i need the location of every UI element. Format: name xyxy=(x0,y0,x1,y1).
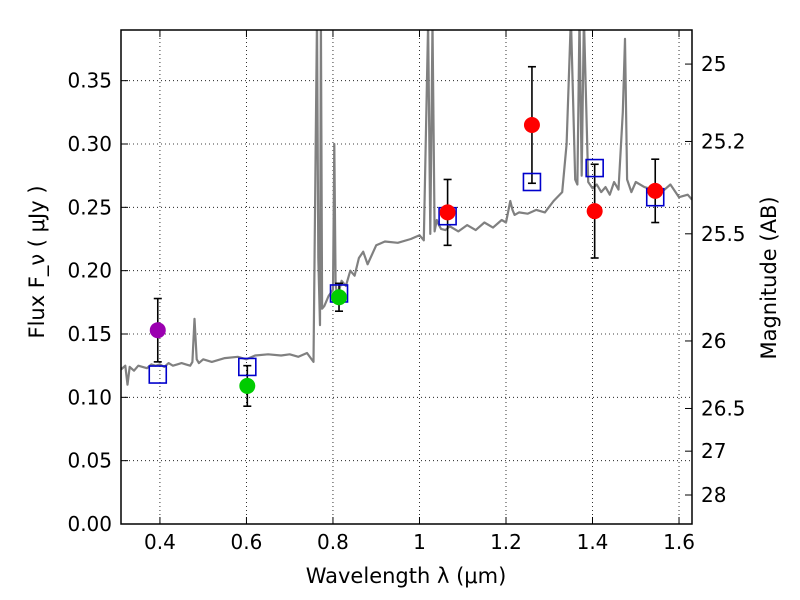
x-tick-label: 1.2 xyxy=(490,530,522,554)
tick-labels: 0.4 0.6 0.8 1 1.2 1.4 1.6 0.00 0.05 0.10 0.15 0.20 0… xyxy=(67,52,745,554)
model-photometry-points xyxy=(148,158,665,384)
right-tick-label: 28 xyxy=(701,483,726,507)
y-tick-label: 0.20 xyxy=(67,259,112,283)
right-tick-label: 25 xyxy=(701,52,726,76)
x-tick-label: 1.6 xyxy=(663,530,695,554)
plot-frame xyxy=(120,29,693,525)
y-tick-label: 0.25 xyxy=(67,195,112,219)
observed-point xyxy=(586,203,603,220)
observed-point xyxy=(439,204,456,221)
right-tick-label: 25.2 xyxy=(701,129,746,153)
observed-points xyxy=(149,117,664,394)
y-tick-label: 0.10 xyxy=(67,385,112,409)
y-axis-right-label: Magnitude (AB) xyxy=(757,196,781,359)
axis-ticks xyxy=(121,30,692,525)
x-tick-label: 1 xyxy=(413,530,426,554)
right-tick-label: 25.5 xyxy=(701,222,746,246)
observed-point xyxy=(523,117,540,133)
x-tick-label: 0.8 xyxy=(317,530,349,554)
model-point xyxy=(585,158,604,178)
y-axis-left-label-text: Flux F_ν ( μJy ) xyxy=(25,185,50,338)
grid-lines xyxy=(121,30,692,525)
model-point xyxy=(238,357,257,377)
x-tick-label: 0.6 xyxy=(231,530,263,554)
y-tick-label: 0.05 xyxy=(67,449,112,473)
model-point xyxy=(148,365,168,384)
observed-point xyxy=(239,377,256,394)
right-tick-label: 27 xyxy=(701,439,726,463)
right-tick-label: 26 xyxy=(701,329,726,353)
observed-point xyxy=(647,182,664,199)
x-tick-label: 0.4 xyxy=(144,530,176,554)
y-tick-label: 0.00 xyxy=(67,512,112,536)
y-tick-label: 0.15 xyxy=(67,322,112,346)
y-axis-right-label-text: Magnitude (AB) xyxy=(757,196,781,359)
spectrum-line xyxy=(121,30,692,386)
y-tick-label: 0.30 xyxy=(67,132,112,156)
observed-point xyxy=(149,322,166,339)
y-tick-label: 0.35 xyxy=(67,69,112,93)
right-tick-label: 26.5 xyxy=(701,396,746,420)
model-spectrum xyxy=(121,30,692,386)
x-axis-label: Wavelength λ (μm) xyxy=(306,564,507,588)
model-point xyxy=(522,172,542,192)
x-tick-label: 1.4 xyxy=(577,530,609,554)
y-axis-left-label: Flux F_ν ( μJy ) xyxy=(25,185,50,338)
observed-point xyxy=(331,289,348,306)
